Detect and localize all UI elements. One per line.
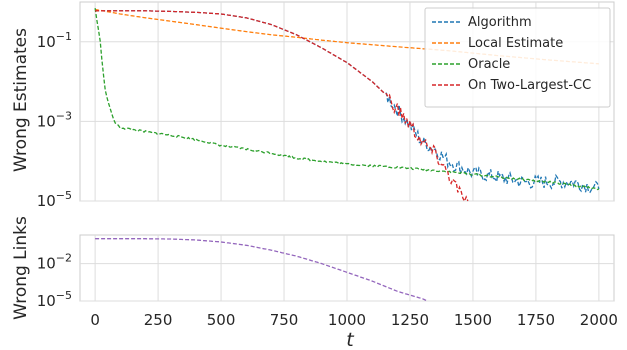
top-y-axis-label: Wrong Estimates [11, 28, 31, 172]
legend-label: Oracle [468, 57, 510, 72]
series-line [94, 8, 600, 191]
top-y-ticks: 10−1 10−3 10−5 [37, 30, 72, 210]
x-axis-label: t [346, 329, 355, 350]
x-tick-label: 1250 [391, 311, 429, 329]
y-tick-label: 10−5 [37, 289, 72, 310]
legend-label: Local Estimate [468, 36, 563, 51]
y-tick-label: 10−5 [37, 189, 72, 210]
bottom-series-lines [95, 238, 428, 302]
x-tick-label: 1500 [454, 311, 492, 329]
y-tick-label: 10−2 [37, 252, 72, 273]
legend-label: On Two-Largest-CC [468, 78, 591, 93]
x-tick-label: 750 [270, 311, 299, 329]
wrong-estimates-panel: 10−1 10−3 10−5 Wrong Estimates Algorithm Lo… [11, 1, 615, 210]
x-ticks: 0 250 500 750 1000 1250 1500 1750 2000 [90, 311, 618, 329]
x-tick-label: 250 [144, 311, 173, 329]
x-tick-label: 2000 [580, 311, 618, 329]
x-tick-label: 0 [90, 311, 100, 329]
legend: Algorithm Local Estimate Oracle On Two-Larg… [424, 7, 611, 108]
bottom-y-ticks: 10−2 10−5 [37, 252, 72, 310]
wrong-links-panel: 10−210−5 0 250 500 750 1000 1250 1500 1750 2000 … [11, 216, 618, 350]
x-tick-label: 1000 [328, 311, 366, 329]
x-tick-label: 1750 [517, 311, 555, 329]
series-line [95, 10, 469, 203]
y-tick-label: 10−3 [37, 109, 72, 130]
y-tick-label: 10−1 [37, 30, 72, 51]
series-line [95, 238, 428, 302]
legend-label: Algorithm [468, 15, 532, 30]
bottom-grid [80, 235, 614, 302]
bottom-y-axis-label: Wrong Links [11, 216, 31, 320]
legend-box [424, 7, 611, 108]
x-tick-label: 500 [207, 311, 236, 329]
